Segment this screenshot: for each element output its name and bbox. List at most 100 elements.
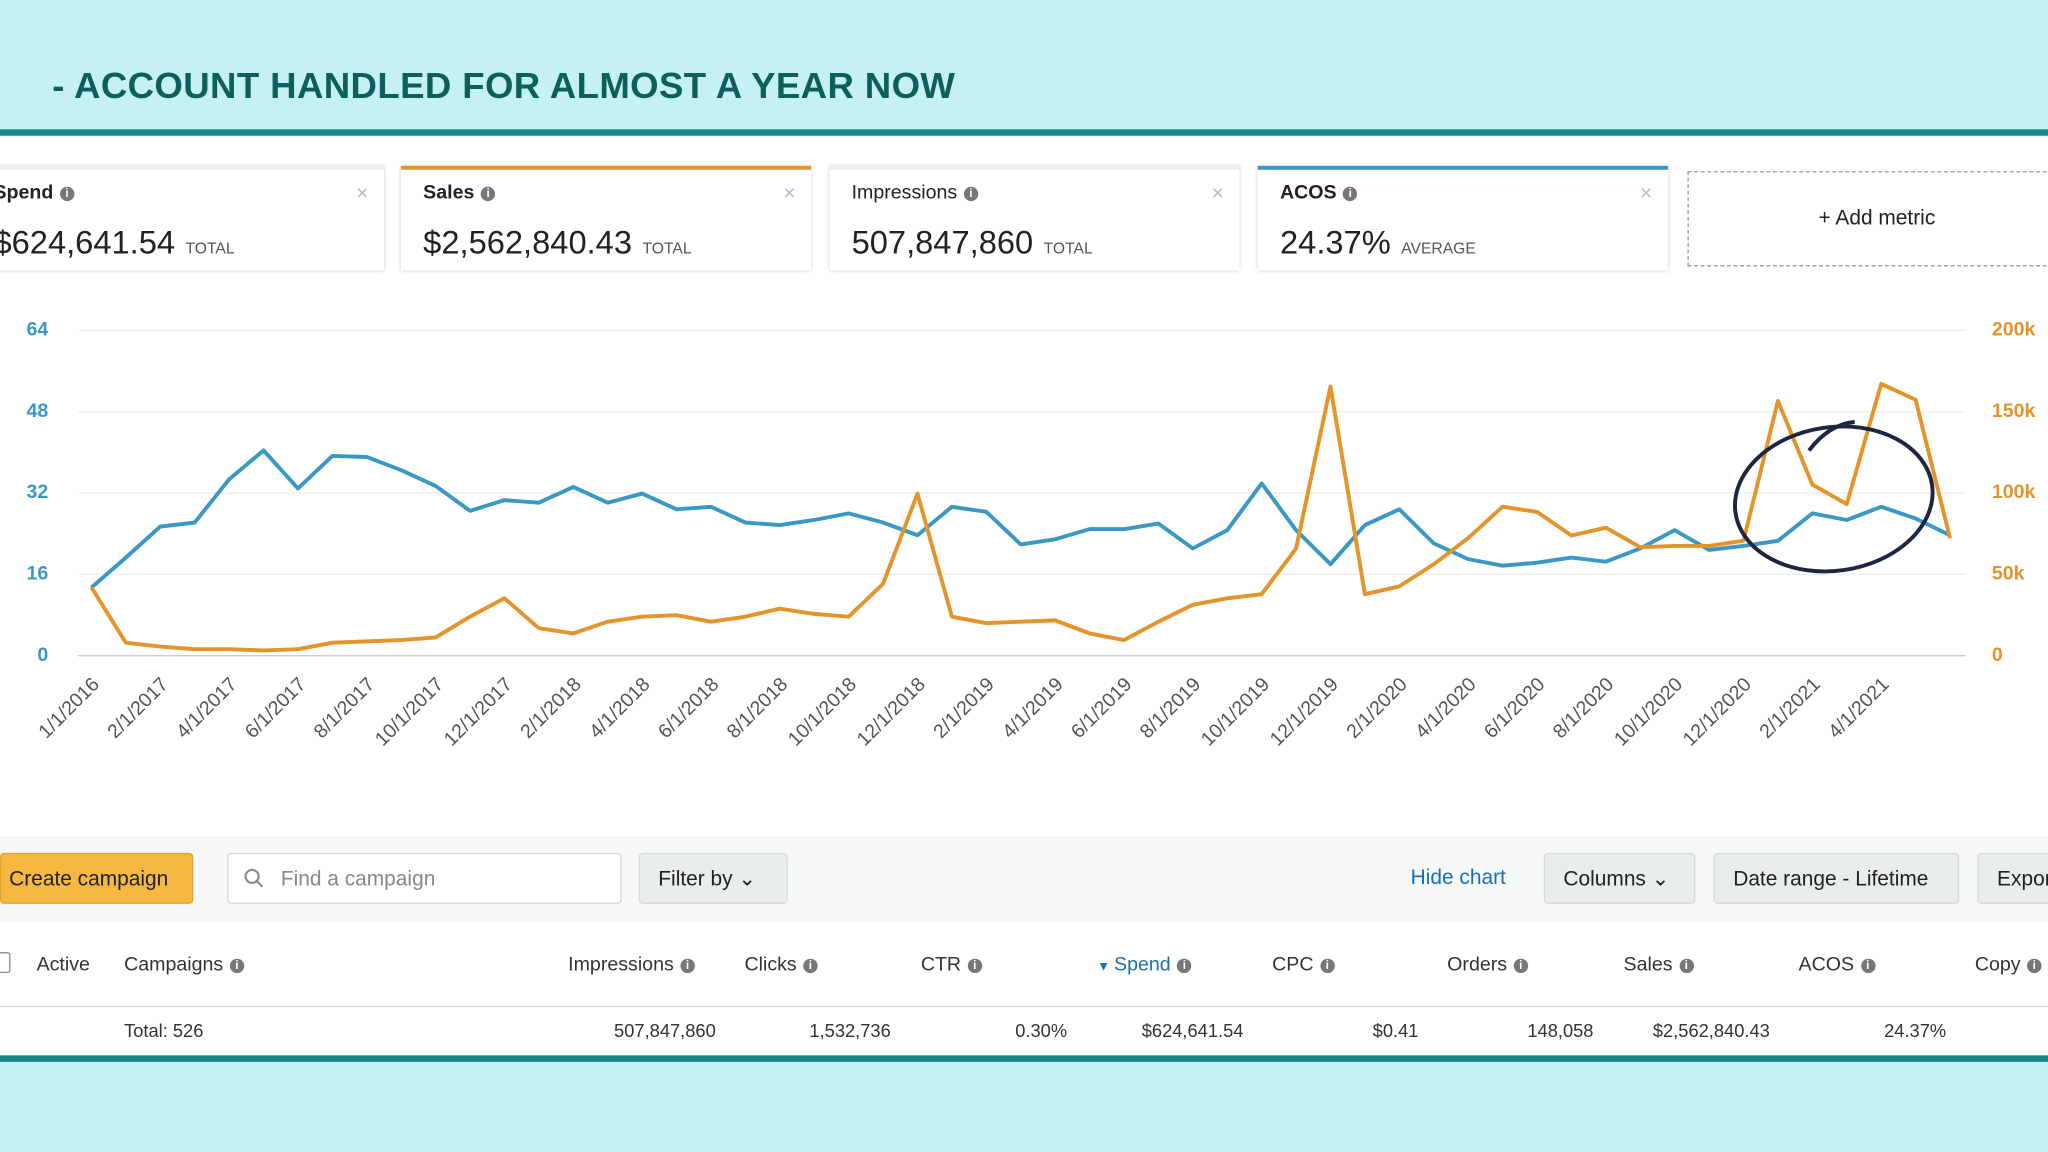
- x-tick-label: 2/1/2020: [1342, 673, 1412, 743]
- y-tick-label: 64: [27, 319, 49, 341]
- metric-name: Impressions: [851, 181, 958, 204]
- metric-unit: TOTAL: [1043, 239, 1093, 258]
- filter-label: Filter by: [658, 868, 733, 891]
- column-header: Campaigns i: [124, 953, 245, 976]
- x-tick-label: 10/1/2018: [784, 673, 861, 750]
- y-tick-label: 32: [27, 481, 49, 503]
- search-box[interactable]: Find a campaign: [227, 852, 622, 904]
- columns-button[interactable]: Columns ⌄: [1543, 852, 1696, 904]
- y-tick-label: 48: [27, 400, 49, 422]
- header-text: Clicks: [744, 953, 797, 976]
- x-tick-label: 4/1/2021: [1824, 673, 1893, 742]
- header-text: Sales: [1623, 953, 1673, 976]
- header-text: Copy: [1974, 953, 2021, 976]
- x-tick-label: 8/1/2018: [723, 673, 793, 743]
- hide-chart-link[interactable]: Hide chart: [1410, 867, 1506, 890]
- header-text: $2,562,840.43: [1652, 1020, 1770, 1041]
- y-tick-label: 16: [27, 563, 49, 585]
- x-tick-label: 6/1/2020: [1480, 673, 1550, 743]
- x-tick-label: 1/1/2016: [34, 673, 104, 743]
- metric-name: Sales: [423, 181, 475, 204]
- y2-tick-label: 200k: [1992, 319, 2036, 341]
- x-tick-label: 10/1/2020: [1610, 673, 1687, 750]
- metric-value: $624,641.54: [0, 224, 176, 262]
- x-tick-label: 8/1/2020: [1549, 673, 1619, 743]
- chart: 4/1/20212/1/202112/1/202010/1/20208/1/20…: [27, 319, 2036, 751]
- total-label: Total: 526: [124, 1020, 204, 1041]
- column-header: ▼ Spend i: [1097, 953, 1192, 976]
- add-metric[interactable]: + Add metric: [1687, 171, 2048, 267]
- filter-button[interactable]: Filter by ⌄: [638, 852, 788, 904]
- header-text: $0.41: [1372, 1020, 1419, 1041]
- x-tick-label: 2/1/2019: [929, 673, 998, 742]
- header-text: Campaigns: [124, 953, 224, 976]
- header-text: CPC: [1272, 953, 1314, 976]
- divider: [0, 1055, 2048, 1062]
- x-tick-label: 2/1/2017: [103, 673, 172, 742]
- total-cell: $2,562,840.43: [1613, 1020, 1770, 1041]
- header-text: ACOS: [1798, 953, 1855, 976]
- series-line: [89, 381, 1952, 653]
- x-tick-label: 2/1/2018: [516, 673, 586, 743]
- column-header: CTR i: [920, 953, 982, 976]
- date-range-button[interactable]: Date range - Lifetime: [1713, 852, 1960, 904]
- column-header: Active: [37, 953, 90, 975]
- x-tick-label: 4/1/2019: [998, 673, 1067, 742]
- metric-card[interactable]: Impressions i 507,847,860 TOTAL ×: [829, 165, 1240, 271]
- metric-card[interactable]: ACOS i 24.37% AVERAGE ×: [1257, 165, 1668, 271]
- x-tick-label: 8/1/2017: [310, 673, 379, 742]
- header-text: CTR: [920, 953, 962, 976]
- header-text: Active: [36, 953, 90, 976]
- columns-label: Columns: [1563, 868, 1646, 891]
- x-tick-label: 4/1/2017: [172, 673, 241, 742]
- search-icon: [244, 868, 264, 888]
- y2-tick-label: 100k: [1992, 481, 2036, 503]
- metric-value: 24.37%: [1279, 224, 1391, 262]
- header-text: Spend: [1113, 953, 1171, 976]
- y2-tick-label: 0: [1992, 644, 2003, 666]
- total-cell: $0.41: [1262, 1020, 1419, 1041]
- column-header: Sales i: [1623, 953, 1694, 976]
- metric-value: $2,562,840.43: [423, 224, 633, 262]
- series-line: [90, 448, 1951, 590]
- metric-card[interactable]: Sales i $2,562,840.43 TOTAL ×: [400, 165, 812, 271]
- total-cell: $624,641.54: [1087, 1020, 1244, 1041]
- metric-unit: TOTAL: [642, 239, 692, 258]
- metric-unit: AVERAGE: [1401, 239, 1476, 258]
- header-text: 507,847,860: [614, 1020, 716, 1041]
- y-tick-label: 0: [37, 644, 48, 666]
- x-tick-label: 4/1/2018: [585, 673, 655, 743]
- annotation-stroke: [1807, 419, 1855, 452]
- x-tick-label: 12/1/2018: [853, 673, 930, 750]
- metric-name: ACOS: [1279, 181, 1337, 204]
- title: - ACCOUNT HANDLED FOR ALMOST A YEAR NOW: [52, 65, 956, 106]
- column-header: CPC i: [1272, 953, 1335, 976]
- x-tick-label: 6/1/2019: [1067, 673, 1136, 742]
- total-cell: 148,058: [1437, 1020, 1594, 1041]
- export-button[interactable]: Export: [1977, 852, 2048, 904]
- header-text: 148,058: [1527, 1020, 1594, 1041]
- checkbox[interactable]: [0, 952, 11, 974]
- header-text: Impressions: [568, 953, 674, 976]
- x-tick-label: 6/1/2018: [654, 673, 724, 743]
- total-cell: 1,532,736: [734, 1020, 891, 1041]
- x-tick-label: 12/1/2017: [440, 673, 517, 750]
- row-divider: [0, 1005, 2048, 1008]
- header-text: Orders: [1447, 953, 1508, 976]
- metric-value: 507,847,860: [851, 224, 1034, 262]
- column-header: Impressions i: [568, 953, 695, 976]
- x-tick-label: 10/1/2019: [1197, 673, 1274, 750]
- total-cell: 0.30%: [910, 1020, 1067, 1041]
- column-header: ACOS i: [1798, 953, 1875, 976]
- create-button[interactable]: Create campaign: [0, 852, 194, 904]
- header-text: 1,532,736: [809, 1020, 891, 1041]
- y2-tick-label: 150k: [1992, 400, 2036, 422]
- header-text: 24.37%: [1884, 1020, 1947, 1041]
- column-header: Clicks i: [744, 953, 818, 976]
- annotation-circle: [1733, 424, 1935, 574]
- x-tick-label: 4/1/2020: [1411, 673, 1481, 743]
- total-cell: 507,847,860: [559, 1020, 716, 1041]
